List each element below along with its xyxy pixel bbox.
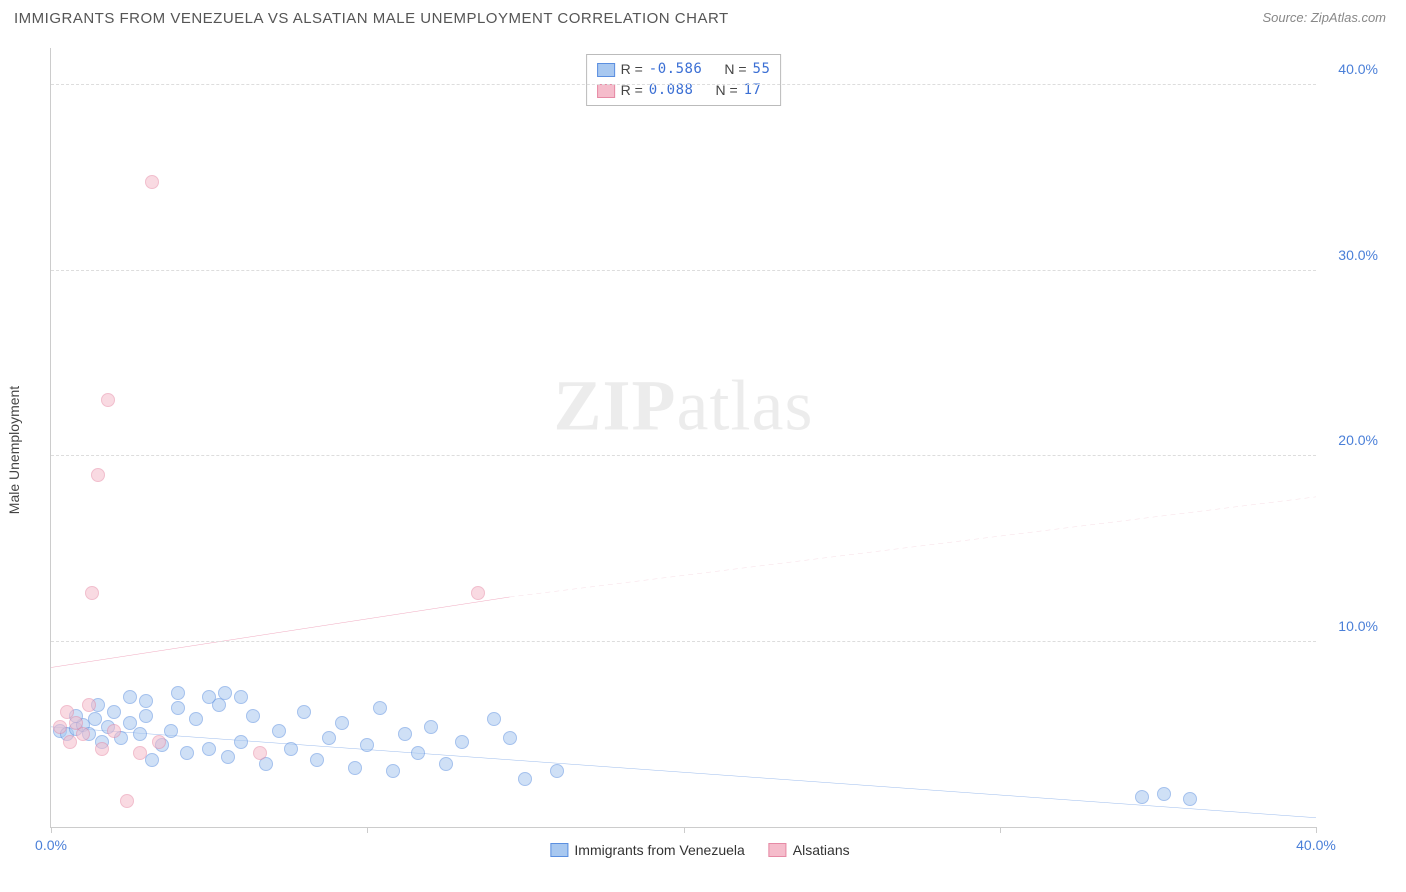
scatter-point xyxy=(1183,792,1197,806)
scatter-point xyxy=(1135,790,1149,804)
scatter-point xyxy=(145,753,159,767)
scatter-point xyxy=(164,724,178,738)
scatter-point xyxy=(95,742,109,756)
scatter-point xyxy=(221,750,235,764)
trend-lines xyxy=(51,48,1316,827)
gridline xyxy=(51,270,1316,271)
scatter-point xyxy=(550,764,564,778)
scatter-point xyxy=(1157,787,1171,801)
scatter-point xyxy=(284,742,298,756)
scatter-point xyxy=(202,742,216,756)
scatter-point xyxy=(133,746,147,760)
plot-wrapper: Male Unemployment ZIPatlas R =-0.586N =5… xyxy=(14,38,1386,862)
y-tick-label: 30.0% xyxy=(1322,247,1378,263)
scatter-point xyxy=(171,686,185,700)
scatter-point xyxy=(202,690,216,704)
trend-line xyxy=(51,597,510,667)
source-attribution: Source: ZipAtlas.com xyxy=(1262,10,1386,25)
scatter-point xyxy=(139,709,153,723)
scatter-point xyxy=(101,393,115,407)
scatter-point xyxy=(272,724,286,738)
scatter-point xyxy=(133,727,147,741)
x-tick xyxy=(684,827,685,833)
scatter-point xyxy=(310,753,324,767)
scatter-point xyxy=(455,735,469,749)
scatter-point xyxy=(335,716,349,730)
legend-item: Alsatians xyxy=(769,842,850,858)
scatter-point xyxy=(145,175,159,189)
scatter-point xyxy=(107,724,121,738)
series-legend: Immigrants from Venezuela Alsatians xyxy=(550,842,849,858)
scatter-point xyxy=(120,794,134,808)
legend-label: Immigrants from Venezuela xyxy=(574,842,744,858)
scatter-point xyxy=(322,731,336,745)
scatter-point xyxy=(471,586,485,600)
scatter-point xyxy=(487,712,501,726)
scatter-point xyxy=(82,698,96,712)
scatter-point xyxy=(348,761,362,775)
legend-swatch xyxy=(550,843,568,857)
x-tick xyxy=(1316,827,1317,833)
legend-swatch xyxy=(769,843,787,857)
scatter-point xyxy=(63,735,77,749)
scatter-point xyxy=(180,746,194,760)
scatter-point xyxy=(424,720,438,734)
gridline xyxy=(51,84,1316,85)
plot-area: ZIPatlas R =-0.586N =55R = 0.088N =17 10… xyxy=(50,48,1316,828)
scatter-point xyxy=(398,727,412,741)
y-axis-label: Male Unemployment xyxy=(6,386,22,514)
scatter-point xyxy=(246,709,260,723)
scatter-point xyxy=(373,701,387,715)
scatter-point xyxy=(189,712,203,726)
legend-label: Alsatians xyxy=(793,842,850,858)
x-tick-label: 40.0% xyxy=(1296,837,1336,853)
gridline xyxy=(51,641,1316,642)
x-tick xyxy=(367,827,368,833)
scatter-point xyxy=(386,764,400,778)
legend-item: Immigrants from Venezuela xyxy=(550,842,744,858)
scatter-point xyxy=(107,705,121,719)
x-tick xyxy=(51,827,52,833)
scatter-point xyxy=(439,757,453,771)
scatter-point xyxy=(234,735,248,749)
y-tick-label: 10.0% xyxy=(1322,618,1378,634)
scatter-point xyxy=(171,701,185,715)
gridline xyxy=(51,455,1316,456)
y-tick-label: 20.0% xyxy=(1322,432,1378,448)
scatter-point xyxy=(139,694,153,708)
scatter-point xyxy=(297,705,311,719)
trend-line xyxy=(510,497,1316,597)
scatter-point xyxy=(503,731,517,745)
scatter-point xyxy=(518,772,532,786)
scatter-point xyxy=(411,746,425,760)
scatter-point xyxy=(76,727,90,741)
scatter-point xyxy=(85,586,99,600)
x-tick-label: 0.0% xyxy=(35,837,67,853)
scatter-point xyxy=(152,735,166,749)
scatter-point xyxy=(253,746,267,760)
scatter-point xyxy=(123,690,137,704)
scatter-point xyxy=(53,720,67,734)
scatter-point xyxy=(360,738,374,752)
scatter-point xyxy=(218,686,232,700)
scatter-point xyxy=(234,690,248,704)
scatter-point xyxy=(91,468,105,482)
y-tick-label: 40.0% xyxy=(1322,61,1378,77)
x-tick xyxy=(1000,827,1001,833)
chart-title: IMMIGRANTS FROM VENEZUELA VS ALSATIAN MA… xyxy=(14,10,729,27)
